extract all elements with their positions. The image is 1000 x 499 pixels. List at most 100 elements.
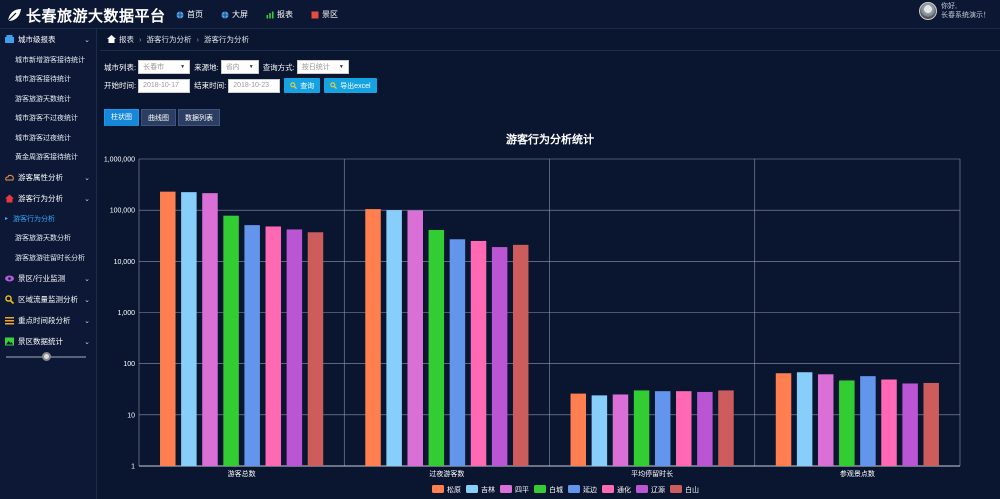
- sidebar-item-travel-days[interactable]: 游客旅游天数统计: [15, 95, 71, 103]
- scenic-icon: [311, 11, 319, 18]
- bar[interactable]: [202, 193, 218, 466]
- city-select[interactable]: 长春市 ▼: [138, 60, 191, 74]
- chevron-down-icon: ⌄: [84, 338, 90, 346]
- bar[interactable]: [265, 226, 282, 466]
- sidebar-item-overnight[interactable]: 城市游客过夜统计: [15, 134, 71, 142]
- user-info[interactable]: 你好, 长春系统演示！: [919, 2, 990, 20]
- sidebar-item-new-visitors[interactable]: 城市新增游客接待统计: [15, 56, 85, 64]
- bar[interactable]: [902, 383, 918, 466]
- bar[interactable]: [160, 191, 176, 466]
- sidebar-group-label: 重点时间段分析: [18, 315, 71, 325]
- bar[interactable]: [817, 374, 834, 466]
- bar[interactable]: [365, 209, 381, 466]
- bar[interactable]: [570, 393, 587, 466]
- bar[interactable]: [775, 373, 792, 466]
- bar[interactable]: [923, 382, 939, 466]
- bar[interactable]: [633, 390, 650, 466]
- legend-label[interactable]: 四平: [515, 486, 529, 494]
- legend-swatch[interactable]: [432, 485, 444, 493]
- chevron-down-icon: ⌄: [84, 275, 90, 283]
- home-icon: [5, 194, 14, 203]
- bar[interactable]: [449, 239, 466, 466]
- bar[interactable]: [386, 210, 402, 466]
- bar[interactable]: [244, 225, 260, 466]
- legend-label[interactable]: 辽源: [651, 485, 665, 494]
- bar[interactable]: [428, 229, 445, 466]
- sidebar-group-scenic-data[interactable]: 景区数据统计 ⌄: [0, 331, 96, 352]
- nav-home-label: 首页: [187, 10, 203, 19]
- bar[interactable]: [654, 391, 671, 466]
- bar[interactable]: [407, 210, 423, 466]
- sidebar-group-label: 游客属性分析: [18, 173, 63, 182]
- bar[interactable]: [491, 247, 508, 466]
- query-button-label: 查询: [300, 82, 315, 90]
- start-date-input[interactable]: 2018-10-17: [138, 78, 191, 93]
- legend-label[interactable]: 松原: [447, 485, 461, 494]
- city-report-icon: [5, 35, 14, 43]
- slider-knob[interactable]: [42, 352, 51, 361]
- sidebar-item-stay-duration[interactable]: 游客旅游驻留时长分析: [15, 254, 85, 262]
- image-icon: [5, 337, 14, 345]
- export-button[interactable]: 导出excel: [324, 78, 377, 93]
- nav-scenic[interactable]: 景区: [311, 9, 338, 20]
- bar[interactable]: [718, 390, 734, 466]
- query-button[interactable]: 查询: [284, 78, 321, 93]
- bar[interactable]: [181, 192, 197, 466]
- sidebar-group-city-report[interactable]: 城市级报表 ⌄: [0, 29, 96, 50]
- sidebar-group-visitor-behavior[interactable]: 游客行为分析 ⌄: [0, 188, 96, 209]
- user-name: 长春系统演示！: [941, 12, 990, 19]
- bar[interactable]: [881, 379, 897, 466]
- tab-data-list[interactable]: 数据列表: [178, 109, 220, 126]
- sidebar-group-key-periods[interactable]: 重点时间段分析 ⌄: [0, 310, 96, 331]
- sidebar-group-visitor-attributes[interactable]: 游客属性分析 ⌄: [0, 167, 96, 188]
- breadcrumb-item[interactable]: 报表: [119, 34, 134, 44]
- bar[interactable]: [307, 232, 324, 466]
- bar[interactable]: [223, 215, 239, 466]
- sidebar-item-travel-days-analysis[interactable]: 游客旅游天数分析: [15, 235, 71, 243]
- mode-select[interactable]: 按日统计 ▼: [296, 60, 349, 74]
- bar[interactable]: [470, 240, 487, 466]
- tab-bar-chart[interactable]: 柱状图: [104, 109, 139, 126]
- bar[interactable]: [512, 244, 529, 466]
- legend-swatch[interactable]: [534, 485, 546, 493]
- bar[interactable]: [286, 229, 303, 466]
- search-icon: [330, 82, 338, 89]
- sidebar-item-golden-week[interactable]: 黄金周游客接待统计: [15, 154, 78, 162]
- legend-label[interactable]: 白城: [549, 485, 563, 494]
- sidebar-group-scenic-monitoring[interactable]: 景区/行业监测 ⌄: [0, 268, 96, 289]
- breadcrumb-item[interactable]: 游客行为分析: [146, 34, 192, 44]
- legend-label[interactable]: 延边: [583, 485, 597, 494]
- end-date-input[interactable]: 2018-10-23: [228, 78, 281, 93]
- legend-swatch[interactable]: [466, 485, 478, 493]
- legend-swatch[interactable]: [636, 485, 648, 493]
- legend-swatch[interactable]: [568, 485, 580, 493]
- bar[interactable]: [697, 391, 713, 466]
- bar[interactable]: [839, 380, 855, 466]
- bar[interactable]: [860, 376, 876, 466]
- nav-big-screen[interactable]: 大屏: [221, 9, 248, 20]
- sidebar-group-label: 区域流量监测分析: [18, 294, 78, 304]
- search-icon: [5, 294, 14, 304]
- bar[interactable]: [591, 395, 608, 466]
- nav-report[interactable]: 报表: [266, 9, 293, 20]
- legend-label[interactable]: 吉林: [481, 485, 495, 494]
- bar[interactable]: [676, 391, 692, 466]
- brand[interactable]: 长春旅游大数据平台: [6, 4, 166, 26]
- legend-swatch[interactable]: [670, 485, 682, 493]
- sidebar-collapse-slider[interactable]: [6, 352, 86, 361]
- legend-label[interactable]: 白山: [685, 485, 699, 494]
- tab-line-chart[interactable]: 曲线图: [141, 109, 176, 126]
- sidebar-item-no-overnight[interactable]: 城市游客不过夜统计: [15, 115, 78, 123]
- sidebar-item-visitor-reception[interactable]: 城市游客接待统计: [15, 76, 71, 84]
- source-select[interactable]: 省内 ▼: [220, 60, 259, 74]
- sidebar-item-visitor-behavior[interactable]: ▸ 游客行为分析: [0, 209, 96, 229]
- legend-label[interactable]: 通化: [617, 485, 631, 494]
- bar[interactable]: [612, 394, 629, 466]
- nav-home[interactable]: 首页: [176, 9, 203, 20]
- avatar[interactable]: [919, 2, 937, 20]
- bar[interactable]: [796, 372, 813, 466]
- legend-swatch[interactable]: [500, 485, 512, 493]
- legend-swatch[interactable]: [602, 485, 614, 493]
- breadcrumb-separator-icon: ›: [139, 34, 142, 44]
- sidebar-group-region-flow[interactable]: 区域流量监测分析 ⌄: [0, 289, 96, 310]
